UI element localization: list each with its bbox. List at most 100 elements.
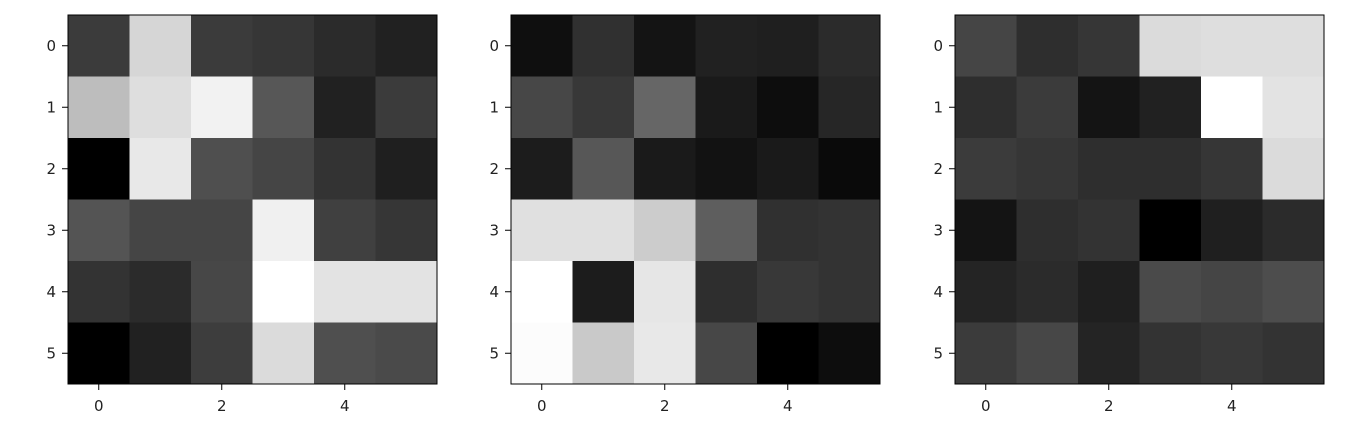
heatmap-cell	[314, 199, 376, 262]
y-tick-label: 1	[933, 98, 943, 116]
heatmap-cell	[1078, 15, 1140, 77]
heatmap-cell	[252, 15, 315, 77]
x-tick-label: 0	[537, 397, 547, 415]
heatmap-cell	[818, 15, 881, 77]
heatmap-cell	[757, 199, 819, 262]
heatmap-cell	[955, 322, 1017, 385]
heatmap-cell	[1201, 261, 1263, 323]
heatmap-cell	[695, 261, 758, 323]
heatmap-cell	[1262, 15, 1325, 77]
heatmap-cell	[955, 199, 1017, 262]
heatmap-cell	[634, 76, 696, 139]
heatmap-cell	[314, 15, 376, 77]
heatmap-cell	[314, 138, 376, 200]
heatmap-cell	[1262, 138, 1325, 200]
heatmap-cell	[511, 15, 573, 77]
heatmap-cell	[375, 261, 438, 323]
heatmap-cell	[1078, 261, 1140, 323]
axes-frame	[510, 14, 881, 385]
x-tick-label: 0	[981, 397, 991, 415]
y-tick-label: 0	[46, 37, 56, 55]
heatmap-cell	[1078, 76, 1140, 139]
heatmap-cell	[1078, 322, 1140, 385]
y-tick-label: 2	[46, 160, 56, 178]
heatmap-cell	[1262, 322, 1325, 385]
heatmap-cell	[68, 76, 130, 139]
heatmap-cell	[1016, 15, 1079, 77]
heatmap-cell	[252, 261, 315, 323]
heatmap-cell	[191, 76, 253, 139]
heatmap-cell	[572, 322, 635, 385]
heatmap-cell	[1262, 199, 1325, 262]
heatmap-cell	[314, 76, 376, 139]
heatmap-cell	[634, 199, 696, 262]
heatmap-cell	[511, 138, 573, 200]
y-tick-label: 4	[933, 283, 943, 301]
y-tick-label: 2	[489, 160, 499, 178]
heatmap-cell	[191, 322, 253, 385]
heatmap-cell	[572, 261, 635, 323]
heatmap-cell	[314, 322, 376, 385]
heatmap-cell	[1201, 322, 1263, 385]
heatmap-cell	[695, 322, 758, 385]
y-tick-label: 3	[46, 221, 56, 239]
x-tick-label: 4	[1227, 397, 1237, 415]
heatmap-cell	[1139, 76, 1202, 139]
heatmap-cell	[191, 199, 253, 262]
heatmap-cell	[955, 138, 1017, 200]
heatmap-cell	[68, 15, 130, 77]
heatmap-cell	[695, 15, 758, 77]
y-tick-label: 5	[489, 344, 499, 362]
heatmap-cell	[757, 138, 819, 200]
heatmap-cell	[511, 261, 573, 323]
heatmap-cell	[1262, 261, 1325, 323]
x-tick-label: 2	[217, 397, 227, 415]
heatmap-cell	[1016, 76, 1079, 139]
heatmap-cell	[757, 15, 819, 77]
heatmap-cell	[818, 199, 881, 262]
x-tick-label: 4	[340, 397, 350, 415]
heatmap-cell	[68, 261, 130, 323]
heatmap-cell	[511, 322, 573, 385]
heatmap-cell	[695, 138, 758, 200]
heatmap-cell	[572, 138, 635, 200]
heatmap-cell	[375, 322, 438, 385]
heatmap-cell	[955, 261, 1017, 323]
heatmap-cell	[68, 138, 130, 200]
heatmap-cell	[1139, 138, 1202, 200]
heatmap-cell	[129, 15, 192, 77]
x-tick-label: 2	[660, 397, 670, 415]
heatmap-cell	[375, 76, 438, 139]
heatmap-cell	[572, 76, 635, 139]
heatmap-panel-2: 0 1 2 3 4 5 0 2 4	[489, 14, 881, 415]
y-tick-label: 0	[489, 37, 499, 55]
y-tick-label: 4	[489, 283, 499, 301]
heatmap-cell	[129, 76, 192, 139]
heatmap-cell	[1139, 15, 1202, 77]
y-tick-label: 1	[489, 98, 499, 116]
heatmap-cell	[375, 15, 438, 77]
heatmap-cell	[1016, 138, 1079, 200]
heatmap-cell	[1201, 76, 1263, 139]
heatmap-cell	[511, 199, 573, 262]
heatmap-cell	[1016, 199, 1079, 262]
heatmap-cell	[68, 199, 130, 262]
heatmap-cell	[1262, 76, 1325, 139]
heatmap-cell	[634, 15, 696, 77]
heatmap-cell	[818, 261, 881, 323]
heatmap-cell	[129, 138, 192, 200]
heatmap-cell	[572, 15, 635, 77]
y-tick-label: 2	[933, 160, 943, 178]
heatmap-cell	[511, 76, 573, 139]
heatmap-cell	[955, 15, 1017, 77]
heatmap-cell	[695, 199, 758, 262]
heatmap-cell	[818, 322, 881, 385]
y-tick-label: 4	[46, 283, 56, 301]
heatmap-cell	[1139, 322, 1202, 385]
heatmap-cell	[757, 76, 819, 139]
heatmap-cell	[252, 322, 315, 385]
heatmap-cell	[191, 15, 253, 77]
y-tick-label: 3	[489, 221, 499, 239]
heatmap-cell	[572, 199, 635, 262]
